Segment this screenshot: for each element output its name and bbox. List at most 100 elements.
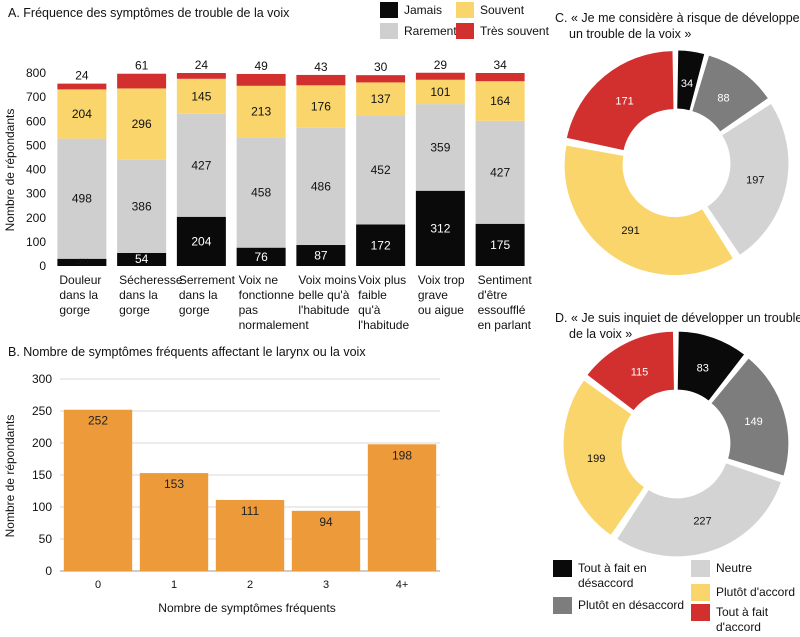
chart-a-category-label: grave [418,288,448,302]
chart-a-title: A. Fréquence des symptômes de trouble de… [8,6,290,20]
chart-a-bar-segment [176,73,226,79]
chart-a-data-label: 29 [434,58,448,72]
chart-a-data-label: 312 [430,221,450,235]
chart-c-slice [566,51,674,151]
chart-a-data-label: 24 [75,69,89,83]
chart-b-data-label: 111 [241,504,260,518]
chart-a-ytick-label: 200 [26,211,46,225]
chart-d-data-label: 199 [587,453,605,465]
chart-a-bar-segment [57,83,107,90]
chart-a-data-label: 145 [191,89,211,103]
chart-a-data-label: 101 [430,85,450,99]
chart-a-bar-segment [296,127,346,246]
chart-a-category-label: belle qu'à [298,288,349,302]
chart-a-category-label: l'habitude [298,303,349,317]
chart-a-category-label: Serrement [179,273,236,287]
chart-a-category-label: Voix trop [418,273,465,287]
chart-cd-legend-swatch [553,597,572,614]
chart-a-data-label: 175 [490,238,510,252]
chart-cd-legend-label: Neutre [716,561,752,575]
chart-a-category-label: faible [358,288,387,302]
chart-a-ytick-label: 800 [26,66,46,80]
chart-a-category-label: gorge [59,303,90,317]
chart-d-slice [677,331,745,401]
chart-b-data-label: 198 [392,448,412,462]
chart-a-stacked-bars: A. Fréquence des symptômes de trouble de… [3,2,550,332]
chart-a-data-label: 452 [371,163,391,177]
chart-b-title: B. Nombre de symptômes fréquents affecta… [8,345,366,359]
chart-a-legend-swatch [456,23,474,39]
chart-b-ytick-label: 100 [32,500,52,514]
chart-c-data-label: 197 [746,174,764,186]
chart-a-bar-segment [415,190,465,266]
chart-cd-legend-swatch [553,560,572,577]
chart-a-category-label: dans la [59,288,98,302]
chart-a-data-label: 359 [430,140,450,154]
chart-b-ytick-label: 150 [32,468,52,482]
chart-a-category-label: dans la [119,288,158,302]
chart-a-data-label: 498 [72,192,92,206]
chart-b-ytick-label: 200 [32,436,52,450]
chart-b-bar [291,510,361,571]
chart-b-ytick-label: 300 [32,372,52,386]
chart-a-data-label: 296 [132,117,152,131]
chart-a-data-label: 164 [490,94,510,108]
chart-a-bar-segment [57,138,107,259]
chart-a-data-label: 87 [314,249,328,263]
chart-a-bar-segment [356,75,406,83]
chart-a-category-label: l'habitude [358,318,409,332]
chart-b-bar [63,409,133,571]
chart-b-category-label: 2 [247,579,253,591]
chart-a-data-label: 43 [314,60,328,74]
chart-a-data-label: 24 [195,58,209,72]
chart-b-data-label: 252 [88,414,108,428]
chart-a-ytick-label: 700 [26,90,46,104]
chart-cd-legend-swatch [691,584,710,601]
chart-b-ylabel: Nombre de répondants [3,415,17,538]
chart-cd-legend-label: Plutôt d'accord [716,585,795,599]
chart-a-bar-segment [236,73,286,86]
chart-a-data-label: 386 [132,199,152,213]
chart-a-bar-segment [176,78,226,114]
chart-a-legend-swatch [456,2,474,18]
chart-a-ytick-label: 500 [26,138,46,152]
chart-a-bar-segment [475,81,525,121]
chart-b-category-label: 3 [323,579,329,591]
chart-a-data-label: 213 [251,104,271,118]
chart-d-data-label: 149 [744,416,762,428]
chart-a-bar-segment [176,113,226,217]
chart-a-category-label: d'être [478,288,508,302]
chart-a-data-label: 34 [493,58,507,72]
chart-a-bar-segment [296,85,346,128]
chart-a-bar-segment [356,115,406,225]
chart-a-bar-segment [415,104,465,191]
chart-a-category-label: gorge [119,303,150,317]
chart-a-ytick-label: 600 [26,114,46,128]
chart-b-ytick-label: 250 [32,404,52,418]
chart-a-legend: Jamais Souvent Rarement Très souvent [380,2,550,39]
chart-a-category-label: qu'à [358,303,381,317]
chart-a-bar-segment [236,85,286,138]
chart-c-donut: C. « Je me considère à risque de dévelop… [555,11,800,276]
chart-a-bar-segment [356,224,406,266]
chart-a-category-label: Voix plus [358,273,406,287]
chart-b-xlabel: Nombre de symptômes fréquents [158,601,335,615]
chart-a-data-label: 204 [191,234,211,248]
chart-d-title-line-2: de la voix » [569,327,632,341]
chart-c-data-label: 88 [717,92,729,104]
chart-a-ytick-label: 400 [26,163,46,177]
chart-a-bar-segment [475,73,525,82]
chart-a-category-label: pas [239,303,258,317]
chart-a-category-label: gorge [179,303,210,317]
chart-cd-legend-label: Tout à fait [716,605,769,619]
chart-a-legend-label: Rarement [404,24,457,38]
chart-c-slice [677,50,705,111]
chart-a-legend-label: Souvent [480,3,525,17]
chart-d-slice [563,380,644,535]
chart-b-bars: B. Nombre de symptômes fréquents affecta… [3,345,440,615]
chart-c-data-label: 171 [615,95,633,107]
chart-c-slice [707,103,789,255]
chart-a-bar-segment [475,120,525,224]
chart-a-category-label: normalement [239,318,310,332]
chart-d-data-label: 115 [631,367,649,379]
